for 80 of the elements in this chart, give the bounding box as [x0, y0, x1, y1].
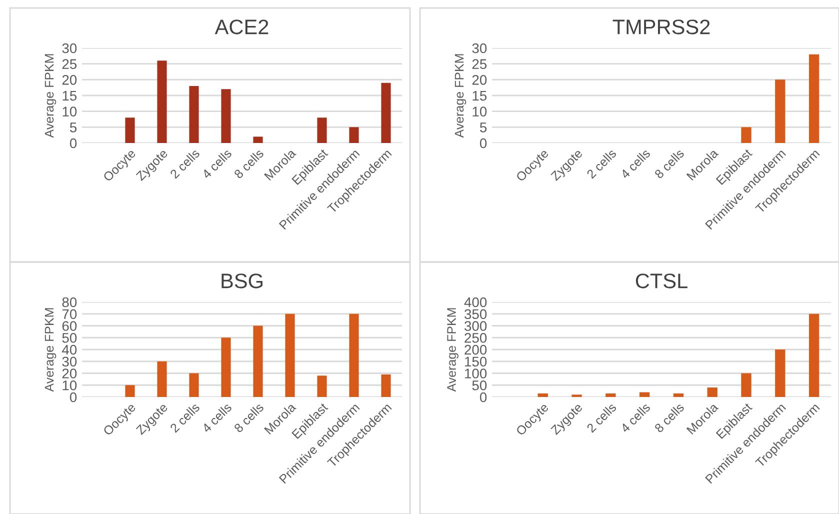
bar — [125, 385, 135, 397]
bar — [741, 373, 752, 397]
y-tick-label: 30 — [472, 43, 487, 54]
bar — [317, 118, 327, 143]
y-tick-label: 5 — [480, 122, 487, 132]
y-axis-title: Average FPKM — [44, 308, 56, 392]
y-tick-label: 20 — [62, 75, 77, 85]
y-axis-title: Average FPKM — [44, 54, 56, 138]
y-tick-label: 5 — [70, 122, 77, 132]
bar — [808, 314, 820, 397]
x-tick-label: 8 cells — [654, 148, 685, 180]
y-tick-label: 70 — [62, 309, 77, 320]
y-tick-label: 10 — [62, 106, 77, 117]
y-tick-label: 350 — [464, 309, 487, 320]
bar — [639, 392, 650, 397]
x-tick-label: 4 cells — [620, 402, 651, 434]
bar — [707, 388, 718, 397]
chart-title: ACE2 — [214, 20, 268, 34]
y-tick-label: 200 — [464, 344, 487, 355]
y-tick-label: 50 — [472, 380, 487, 390]
chart-title: CTSL — [636, 274, 688, 288]
y-tick-label: 20 — [62, 368, 77, 378]
bar — [775, 80, 786, 143]
bar — [673, 393, 684, 397]
bar — [285, 314, 295, 397]
bar — [253, 136, 263, 143]
y-tick-label: 300 — [464, 321, 487, 331]
y-tick-label: 15 — [472, 90, 487, 101]
y-tick-label: 0 — [70, 138, 77, 148]
bar — [221, 338, 231, 397]
bar — [317, 376, 327, 397]
y-tick-label: 250 — [464, 332, 487, 343]
y-tick-label: 150 — [465, 356, 487, 367]
bar — [538, 393, 548, 397]
chart-title: TMPRSS2 — [612, 20, 710, 34]
x-tick-label: 4 cells — [201, 148, 232, 180]
x-tick-label: 2 cells — [169, 148, 200, 179]
y-axis-title: Average FPKM — [447, 308, 458, 392]
x-tick-label: 2 cells — [586, 148, 617, 179]
bar — [253, 326, 263, 397]
y-tick-label: 30 — [62, 356, 77, 367]
x-tick-label: 8 cells — [233, 148, 264, 180]
x-tick-label: 4 cells — [620, 148, 651, 180]
x-tick-label: 4 cells — [201, 402, 232, 434]
y-tick-label: 50 — [62, 332, 77, 343]
x-tick-label: 8 cells — [654, 402, 685, 434]
y-tick-label: 20 — [472, 75, 487, 85]
bar — [221, 89, 231, 143]
bar — [381, 374, 391, 397]
bar — [157, 361, 167, 397]
y-tick-label: 100 — [465, 368, 487, 378]
y-tick-label: 25 — [472, 59, 487, 70]
y-tick-label: 0 — [480, 138, 487, 148]
y-tick-label: 60 — [62, 321, 77, 331]
bar — [189, 373, 199, 397]
y-tick-label: 10 — [62, 380, 77, 390]
bar — [606, 393, 616, 397]
y-tick-label: 0 — [70, 392, 77, 402]
chart-title: BSG — [222, 274, 262, 288]
x-tick-label: 8 cells — [233, 402, 264, 434]
bar — [808, 54, 820, 143]
y-tick-label: 80 — [62, 297, 77, 308]
bar — [741, 127, 752, 143]
bar — [775, 350, 786, 397]
x-tick-label: 2 cells — [586, 402, 617, 433]
bar — [349, 314, 359, 397]
bar — [189, 86, 199, 143]
y-tick-label: 25 — [62, 59, 77, 70]
bar — [125, 118, 135, 143]
bar — [381, 82, 391, 143]
bar — [349, 127, 359, 143]
y-tick-label: 40 — [62, 344, 77, 355]
x-tick-label: 2 cells — [169, 402, 200, 433]
y-tick-label: 30 — [62, 43, 77, 54]
y-tick-label: 10 — [472, 106, 487, 117]
bar — [157, 60, 167, 143]
y-tick-label: 400 — [464, 297, 487, 308]
y-tick-label: 0 — [480, 392, 487, 402]
y-tick-label: 15 — [62, 90, 77, 101]
y-axis-title: Average FPKM — [454, 54, 466, 138]
